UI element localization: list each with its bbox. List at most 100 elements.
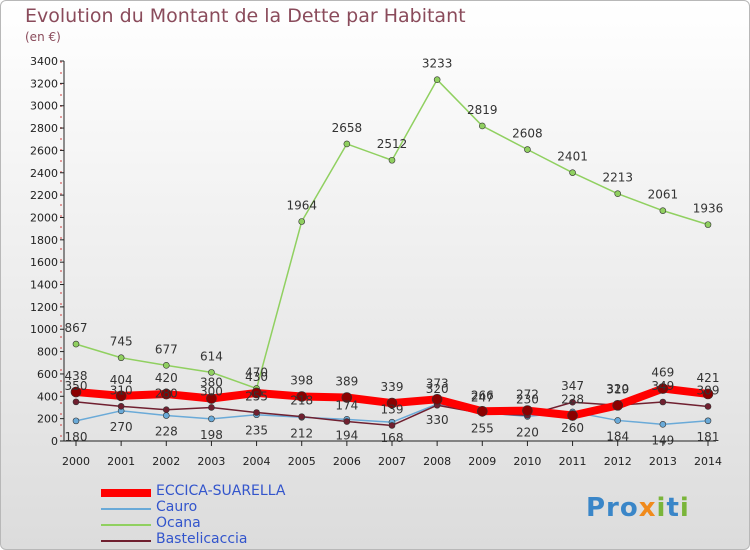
y-tick-label: 1400 <box>30 279 58 292</box>
data-label: 255 <box>471 422 494 436</box>
data-point <box>569 169 576 176</box>
data-label: 194 <box>335 428 358 442</box>
x-tick-label: 2004 <box>243 455 271 468</box>
data-point <box>72 417 80 425</box>
data-label: 272 <box>516 388 539 402</box>
data-label: 260 <box>561 421 584 435</box>
y-tick-label: 2000 <box>30 211 58 224</box>
data-label: 1936 <box>693 202 724 216</box>
y-tick-label: 2200 <box>30 189 58 202</box>
x-tick-label: 2000 <box>62 455 90 468</box>
data-point <box>657 383 669 394</box>
data-point <box>386 397 398 409</box>
x-tick-label: 2011 <box>559 455 587 468</box>
data-label: 270 <box>110 420 133 434</box>
data-label: 198 <box>200 428 223 442</box>
data-point <box>343 418 351 425</box>
data-label: 218 <box>290 394 313 408</box>
data-label: 320 <box>426 382 449 396</box>
data-label: 373 <box>426 376 449 390</box>
data-label: 2213 <box>602 171 633 185</box>
data-label: 420 <box>155 371 178 385</box>
data-point <box>341 392 353 403</box>
data-point <box>117 354 125 362</box>
legend-label: Bastelicaccia <box>156 531 248 547</box>
data-label: 3233 <box>422 57 453 71</box>
x-tick-label: 2010 <box>513 455 541 468</box>
data-point <box>569 398 576 406</box>
data-point <box>72 340 80 348</box>
data-label: 139 <box>381 402 404 416</box>
data-label: 421 <box>697 371 720 385</box>
data-point <box>72 398 80 406</box>
data-label: 349 <box>651 379 674 393</box>
data-point <box>522 405 533 416</box>
legend-label: ECCICA-SUARELLA <box>156 483 286 499</box>
data-label: 745 <box>110 335 133 349</box>
data-label: 230 <box>516 392 539 406</box>
data-label: 228 <box>561 393 584 407</box>
data-point <box>433 76 441 83</box>
data-label: 212 <box>290 426 313 440</box>
y-tick-label: 600 <box>37 368 58 381</box>
data-label: 339 <box>381 380 404 394</box>
data-label: 174 <box>335 399 358 413</box>
data-point <box>612 400 624 411</box>
y-tick-label: 800 <box>37 346 58 359</box>
data-point <box>208 415 215 423</box>
data-point <box>431 394 443 405</box>
data-label: 430 <box>245 370 268 384</box>
data-label: 266 <box>471 388 494 402</box>
data-label: 2608 <box>512 127 543 141</box>
data-label: 309 <box>697 383 720 397</box>
data-label: 677 <box>155 342 178 356</box>
data-point <box>478 122 486 130</box>
data-label: 470 <box>245 365 268 379</box>
x-tick-label: 2005 <box>288 455 316 468</box>
data-point <box>388 156 396 164</box>
data-point <box>253 409 260 416</box>
data-point <box>162 362 170 369</box>
y-tick-label: 1800 <box>30 234 58 247</box>
data-label: 168 <box>381 431 404 445</box>
x-tick-label: 2001 <box>107 455 135 468</box>
x-tick-label: 2008 <box>423 455 451 468</box>
data-label: 228 <box>155 425 178 439</box>
x-tick-label: 2013 <box>649 455 677 468</box>
data-label: 280 <box>155 387 178 401</box>
data-point <box>388 422 396 429</box>
data-label: 220 <box>516 425 539 439</box>
chart-subtitle: (en €) <box>25 30 61 44</box>
data-point <box>567 410 578 421</box>
x-tick-label: 2003 <box>197 455 225 468</box>
y-tick-label: 400 <box>37 390 58 403</box>
data-label: 614 <box>200 349 223 363</box>
data-label: 300 <box>200 384 223 398</box>
data-label: 380 <box>200 376 223 390</box>
data-point <box>659 398 667 406</box>
data-label: 389 <box>335 375 358 389</box>
data-point <box>160 388 172 400</box>
data-label: 184 <box>606 429 629 443</box>
data-point <box>298 413 306 420</box>
x-tick-label: 2014 <box>694 455 722 468</box>
data-label: 2401 <box>557 150 588 164</box>
data-point <box>704 221 712 228</box>
data-label: 469 <box>651 366 674 380</box>
data-point <box>343 140 351 148</box>
data-label: 347 <box>561 379 584 393</box>
x-tick-label: 2002 <box>152 455 180 468</box>
data-label: 1964 <box>286 198 317 212</box>
legend-label: Ocana <box>156 515 201 531</box>
data-label: 2819 <box>467 103 498 117</box>
data-point <box>206 393 217 404</box>
data-point <box>614 190 622 197</box>
y-tick-label: 2600 <box>30 144 58 157</box>
data-label: 310 <box>110 383 133 397</box>
data-label: 180 <box>65 430 88 444</box>
x-tick-label: 2006 <box>333 455 361 468</box>
data-label: 330 <box>426 413 449 427</box>
data-point <box>115 390 127 402</box>
data-point <box>70 386 82 398</box>
